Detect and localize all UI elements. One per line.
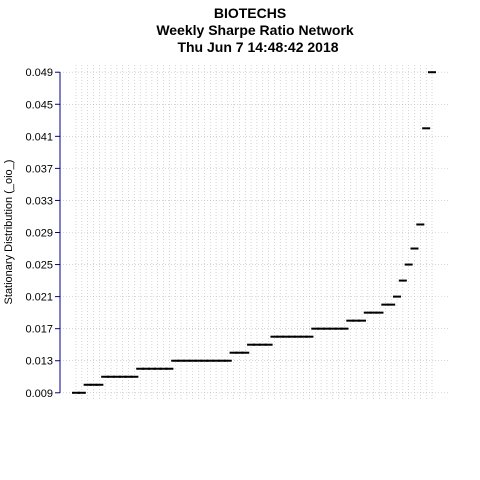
- point: [217, 359, 226, 362]
- y-tick-label: 0.041: [25, 131, 53, 143]
- point: [136, 367, 145, 370]
- y-tick-label: 0.025: [25, 260, 53, 272]
- point: [130, 375, 139, 378]
- point: [194, 359, 203, 362]
- point: [276, 335, 285, 338]
- point: [142, 367, 151, 370]
- point: [153, 367, 162, 370]
- point: [410, 247, 419, 250]
- y-tick-label: 0.009: [25, 388, 53, 400]
- point: [206, 359, 215, 362]
- point: [223, 359, 232, 362]
- y-axis-label: Stationary Distribution (_oio_): [3, 160, 15, 305]
- point: [83, 383, 92, 386]
- y-tick-label: 0.045: [25, 99, 53, 111]
- point: [357, 319, 366, 322]
- point: [247, 343, 256, 346]
- point: [107, 375, 116, 378]
- point: [95, 383, 104, 386]
- point: [404, 263, 413, 266]
- point: [375, 311, 384, 314]
- point: [159, 367, 168, 370]
- chart-date: Thu Jun 7 14:48:42 2018: [177, 39, 338, 55]
- point: [422, 127, 431, 130]
- chart-title: BIOTECHS: [214, 5, 286, 21]
- point: [241, 351, 250, 354]
- point: [182, 359, 191, 362]
- point: [311, 327, 320, 330]
- chart-subtitle: Weekly Sharpe Ratio Network: [156, 22, 354, 38]
- y-tick-label: 0.013: [25, 356, 53, 368]
- point: [282, 335, 291, 338]
- point: [235, 351, 244, 354]
- point: [101, 375, 110, 378]
- point: [229, 351, 238, 354]
- point: [334, 327, 343, 330]
- point: [305, 335, 314, 338]
- point: [328, 327, 337, 330]
- point: [200, 359, 209, 362]
- point: [112, 375, 121, 378]
- point: [381, 303, 390, 306]
- y-tick-label: 0.017: [25, 324, 53, 336]
- point: [118, 375, 127, 378]
- point: [258, 343, 267, 346]
- point: [171, 359, 180, 362]
- point: [72, 391, 80, 394]
- point: [369, 311, 378, 314]
- y-tick-label: 0.037: [25, 163, 53, 175]
- y-tick-label: 0.049: [25, 67, 53, 79]
- y-tick-label: 0.021: [25, 292, 53, 304]
- point: [252, 343, 261, 346]
- point: [165, 367, 174, 370]
- point: [346, 319, 355, 322]
- point: [77, 391, 86, 394]
- point: [322, 327, 331, 330]
- point: [340, 327, 349, 330]
- point: [89, 383, 98, 386]
- point: [177, 359, 186, 362]
- point: [398, 279, 407, 282]
- point: [270, 335, 279, 338]
- point: [212, 359, 221, 362]
- point: [287, 335, 296, 338]
- y-tick-label: 0.029: [25, 228, 53, 240]
- point: [363, 311, 372, 314]
- point: [387, 303, 396, 306]
- point: [428, 71, 436, 74]
- point: [352, 319, 361, 322]
- point: [124, 375, 133, 378]
- y-tick-label: 0.033: [25, 195, 53, 207]
- point: [392, 295, 401, 298]
- point: [293, 335, 302, 338]
- point: [317, 327, 326, 330]
- point: [264, 343, 273, 346]
- point: [299, 335, 308, 338]
- point: [416, 223, 425, 226]
- point: [188, 359, 197, 362]
- point: [147, 367, 156, 370]
